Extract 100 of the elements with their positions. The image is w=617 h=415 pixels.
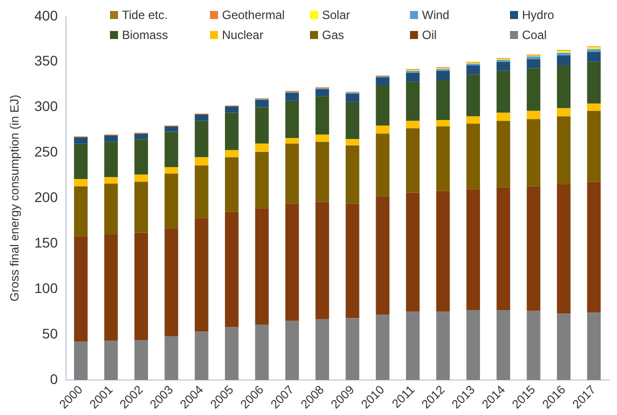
bar	[164, 126, 178, 132]
bar	[526, 110, 540, 120]
bar	[376, 85, 390, 126]
bar	[164, 228, 178, 336]
bar	[285, 320, 299, 380]
bar	[224, 327, 239, 380]
bar	[526, 186, 540, 311]
bar	[104, 184, 118, 235]
bar	[406, 312, 420, 380]
bar	[406, 72, 420, 82]
legend-label: Geothermal	[222, 8, 285, 22]
bar	[316, 319, 330, 380]
bar	[194, 114, 208, 121]
bar	[466, 74, 480, 116]
bar	[316, 96, 330, 135]
legend-label: Solar	[322, 8, 350, 22]
bar	[224, 112, 239, 150]
bar	[406, 192, 420, 312]
bar	[376, 314, 390, 380]
bar	[496, 70, 510, 113]
bar	[436, 190, 450, 312]
bar	[104, 340, 118, 380]
bar	[164, 132, 178, 168]
bar	[556, 108, 571, 116]
bar	[496, 62, 510, 71]
bar	[74, 236, 88, 342]
bar	[194, 218, 208, 332]
legend-label: Wind	[422, 8, 450, 22]
bar	[587, 182, 601, 313]
bar	[376, 125, 390, 134]
bar	[164, 174, 178, 228]
bar	[194, 157, 208, 166]
bar	[346, 204, 360, 318]
bar	[556, 65, 571, 108]
bar	[496, 112, 510, 121]
bar	[436, 80, 450, 120]
bar	[496, 310, 510, 380]
bar	[224, 157, 239, 212]
bar	[194, 120, 208, 158]
bar	[285, 204, 299, 321]
bar	[134, 139, 148, 175]
bar	[224, 106, 239, 113]
y-axis-title: Gross final energy consumption (in EJ)	[8, 94, 22, 302]
bar	[134, 134, 148, 140]
bar	[406, 128, 420, 193]
bar	[104, 142, 118, 178]
bar	[134, 174, 148, 182]
bar	[436, 312, 450, 380]
bar	[587, 62, 601, 104]
bar	[134, 182, 148, 233]
bar	[346, 139, 360, 146]
bar	[436, 70, 450, 80]
bar	[74, 137, 88, 144]
bar	[194, 165, 208, 218]
bar	[406, 82, 420, 121]
bar	[406, 120, 420, 128]
bar	[526, 68, 540, 111]
bar	[104, 177, 118, 184]
bar	[285, 100, 299, 138]
bar	[134, 340, 148, 380]
bar	[376, 77, 390, 86]
y-tick-label: 400	[34, 7, 58, 24]
bar	[436, 120, 450, 126]
bar	[466, 189, 480, 310]
legend-label: Biomass	[122, 28, 168, 42]
bar	[587, 52, 601, 62]
bar	[376, 196, 390, 315]
bar	[104, 135, 118, 142]
bar	[587, 104, 601, 111]
y-tick-label: 0	[50, 370, 58, 387]
bar	[285, 144, 299, 204]
bar	[346, 102, 360, 140]
bar	[316, 134, 330, 142]
bar	[346, 94, 360, 102]
y-tick-label: 350	[34, 52, 58, 69]
bar	[255, 152, 269, 208]
legend-label: Oil	[422, 28, 437, 42]
bar	[556, 184, 571, 314]
bar	[587, 312, 601, 380]
y-tick-label: 50	[42, 325, 58, 342]
bar	[526, 310, 540, 380]
bar	[496, 187, 510, 310]
bar	[496, 120, 510, 188]
bar	[556, 314, 571, 380]
bar	[255, 107, 269, 144]
bar	[587, 49, 601, 52]
legend-label: Tide etc.	[122, 8, 168, 22]
bar	[316, 202, 330, 320]
bar	[466, 124, 480, 190]
legend-label: Hydro	[522, 8, 554, 22]
bar	[255, 100, 269, 108]
bar	[376, 134, 390, 196]
bar	[466, 310, 480, 380]
bar	[587, 110, 601, 182]
bar	[466, 65, 480, 75]
bar	[224, 150, 239, 158]
y-tick-label: 150	[34, 234, 58, 250]
bar	[74, 179, 88, 186]
legend-label: Gas	[322, 28, 344, 42]
bar	[224, 212, 239, 328]
